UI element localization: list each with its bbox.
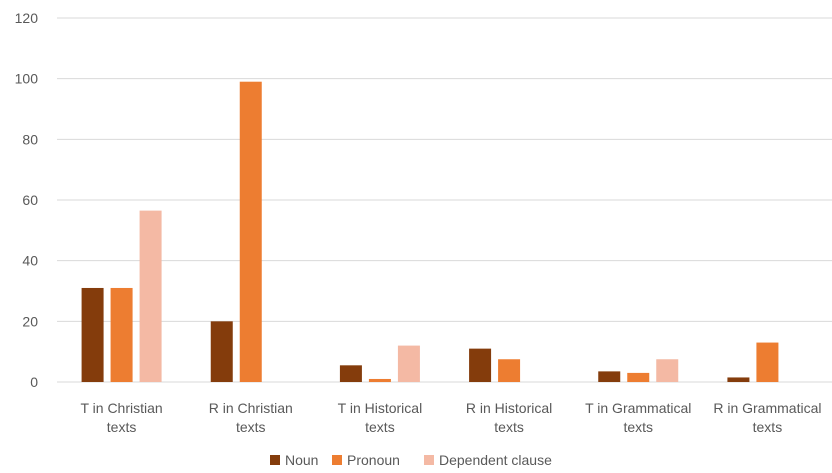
bar-noun [727,377,750,382]
bars [81,81,779,382]
gridlines [57,17,832,383]
bar-noun [81,287,104,382]
y-tick-label: 60 [22,192,38,208]
y-tick-label: 80 [22,131,38,147]
legend-swatch [332,455,342,465]
bar-dependent-clause [397,345,420,382]
x-category-label: R in Historical texts [466,400,552,435]
legend: Noun Pronoun Dependent clause [270,452,552,468]
x-category-label: T in Historical texts [338,400,423,435]
bar-pronoun [239,81,262,382]
bar-pronoun [110,287,133,382]
legend-swatch [270,455,280,465]
x-category-label: R in Christian texts [209,400,293,435]
legend-label: Noun [285,452,318,468]
bar-noun [210,321,233,382]
y-tick-label: 20 [22,313,38,329]
bar-noun [469,348,492,382]
bar-dependent-clause [139,210,162,382]
bar-dependent-clause [656,359,679,382]
x-category-label: T in Grammatical texts [585,400,691,435]
y-tick-label: 40 [22,253,38,269]
x-category-label: R in Grammatical texts [713,400,821,435]
legend-swatch [424,455,434,465]
bar-pronoun [756,342,779,382]
bar-pronoun [627,372,650,382]
bar-pronoun [368,378,391,382]
bar-noun [598,371,621,382]
legend-label: Pronoun [347,452,400,468]
x-category-label: T in Christian texts [80,400,162,435]
y-axis-tick-labels: 0 20 40 60 80 100 120 [15,10,39,390]
y-tick-label: 100 [15,71,39,87]
legend-label: Dependent clause [439,452,552,468]
y-tick-label: 120 [15,10,39,26]
y-tick-label: 0 [30,374,38,390]
x-axis-category-labels: T in Christian texts R in Christian texts T … [80,400,821,435]
bar-noun [339,365,362,382]
bar-pronoun [498,359,521,382]
